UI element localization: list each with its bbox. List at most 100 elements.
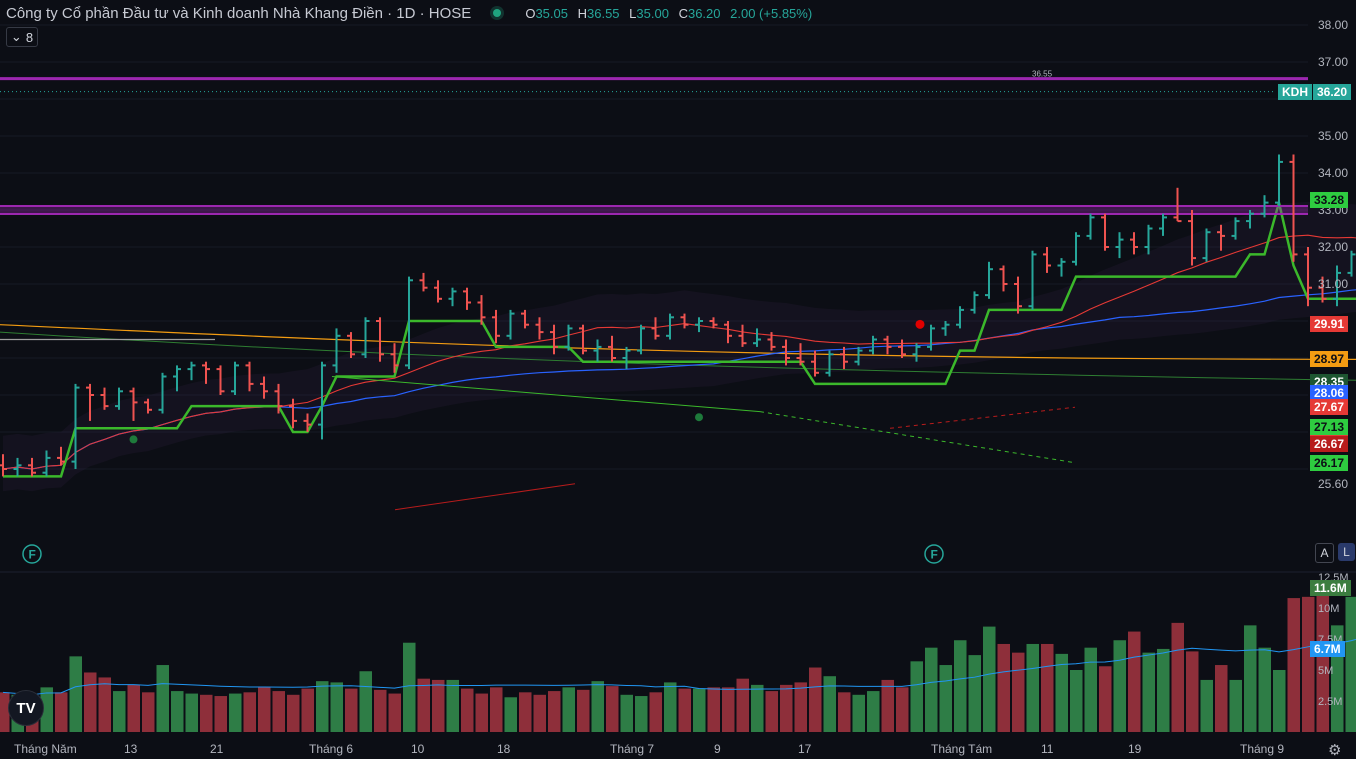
price-tick-label: 35.00 — [1318, 129, 1348, 143]
date-tick-label: 10 — [411, 742, 425, 756]
tradingview-logo-icon[interactable]: TV — [8, 690, 44, 726]
ohlc-bar — [1159, 213, 1167, 236]
volume-bar — [272, 691, 285, 732]
symbol-title[interactable]: Công ty Cổ phần Đầu tư và Kinh doanh Nhà… — [6, 4, 472, 22]
volume-bar — [823, 676, 836, 732]
volume-bar — [1070, 670, 1083, 732]
cloud-band — [3, 201, 1356, 492]
chart-header: Công ty Cổ phần Đầu tư và Kinh doanh Nhà… — [6, 3, 812, 23]
date-tick-label: 19 — [1128, 742, 1142, 756]
volume-bar — [243, 692, 256, 732]
price-tick-label: 25.60 — [1318, 477, 1348, 491]
volume-bar — [504, 697, 517, 732]
volume-bar — [577, 689, 590, 732]
ohlc-bar — [782, 339, 790, 366]
ohlc-bar — [767, 332, 776, 351]
volume-bar — [432, 679, 445, 732]
volume-bar — [229, 693, 242, 732]
volume-tick-label: 2.5M — [1318, 696, 1342, 708]
volume-bar — [1171, 622, 1184, 732]
ohlc-bar — [898, 339, 906, 358]
earnings-f-icon-label: F — [29, 548, 36, 562]
indicators-toggle-button[interactable]: ⌄ 8 — [6, 27, 38, 47]
symbol-badge: KDH — [1278, 83, 1312, 100]
volume-bar — [1229, 679, 1242, 732]
volume-bar — [374, 689, 387, 732]
volume-bar — [0, 692, 10, 732]
volume-ma-line — [2, 638, 1356, 696]
ohlc-bar — [593, 339, 602, 362]
ohlc-bar — [303, 413, 312, 432]
volume-bar — [1244, 625, 1257, 732]
volume-bar — [1113, 640, 1126, 732]
gear-icon[interactable]: ⚙ — [1328, 742, 1342, 759]
ohlc-bar — [1028, 250, 1037, 310]
ohlc-bar — [448, 287, 457, 307]
volume-bar — [910, 661, 923, 732]
volume-bar — [330, 682, 343, 732]
volume-bar — [635, 696, 648, 732]
ohlc-bar — [477, 295, 486, 325]
trend-line-red — [394, 483, 576, 511]
ohlc-bar — [129, 387, 138, 421]
volume-bar — [84, 672, 97, 732]
ohlc-bar — [579, 324, 587, 355]
ohlc-bar — [1173, 187, 1182, 223]
market-status-icon — [493, 9, 502, 17]
volume-bar — [881, 679, 894, 732]
auto-scale-button[interactable]: A — [1315, 543, 1334, 563]
chevron-down-icon: ⌄ — [10, 29, 22, 44]
ohlc-bar — [912, 343, 921, 362]
volume-bar — [939, 665, 952, 732]
date-tick-label: 13 — [124, 742, 138, 756]
ohlc-bar — [187, 361, 196, 381]
date-tick-label: 9 — [714, 742, 721, 756]
volume-bar — [301, 688, 314, 732]
ohlc-bar — [1115, 232, 1124, 259]
ohlc-bar — [1043, 247, 1051, 273]
ohlc-bar — [753, 328, 761, 347]
volume-bar — [69, 656, 82, 732]
buy-signal-icon — [695, 413, 703, 422]
log-scale-button[interactable]: L — [1338, 543, 1355, 561]
volume-bar — [316, 681, 329, 732]
sell-signal-icon — [915, 319, 925, 329]
ohlc-bar — [1057, 258, 1066, 277]
earnings-f-icon-label: F — [931, 548, 938, 562]
volume-bar — [446, 679, 459, 732]
ohlc-bar — [637, 324, 645, 355]
volume-bar — [403, 642, 416, 732]
ohlc-bar — [463, 287, 471, 310]
volume-bar — [345, 688, 358, 732]
ohlc-bar — [231, 361, 239, 395]
ohlc-bar — [869, 335, 877, 355]
volume-bar — [867, 691, 880, 732]
volume-tick-label: 5M — [1318, 665, 1333, 677]
ohlc-bar — [202, 361, 210, 384]
ohlc-bar — [216, 365, 225, 395]
volume-bar — [736, 678, 749, 732]
ohlc-bar — [1289, 154, 1298, 262]
price-tick-label: 31.00 — [1318, 277, 1348, 291]
ohlc-bar — [550, 324, 558, 355]
volume-bar — [896, 687, 909, 732]
ohlc-bar — [564, 324, 573, 351]
ohlc-bar — [535, 317, 544, 340]
ohlc-bar — [1188, 210, 1196, 266]
ohlc-bar — [680, 313, 689, 329]
volume-bar — [1084, 647, 1097, 732]
ohlc-bar — [825, 350, 834, 377]
ohlc-bar — [1246, 210, 1254, 229]
ohlc-bar — [1231, 217, 1240, 240]
volume-bar — [127, 684, 140, 732]
ohlc-bar — [811, 350, 819, 377]
date-tick-label: Tháng 9 — [1240, 742, 1284, 756]
volume-bar — [1273, 670, 1286, 732]
volume-bar — [1215, 665, 1228, 732]
low-key: L — [629, 5, 637, 21]
earnings-f-icon — [924, 544, 944, 564]
ohlc-bar — [0, 454, 7, 477]
date-tick-label: Tháng 7 — [610, 742, 654, 756]
level-price-badge: 26.17 — [1310, 454, 1349, 471]
